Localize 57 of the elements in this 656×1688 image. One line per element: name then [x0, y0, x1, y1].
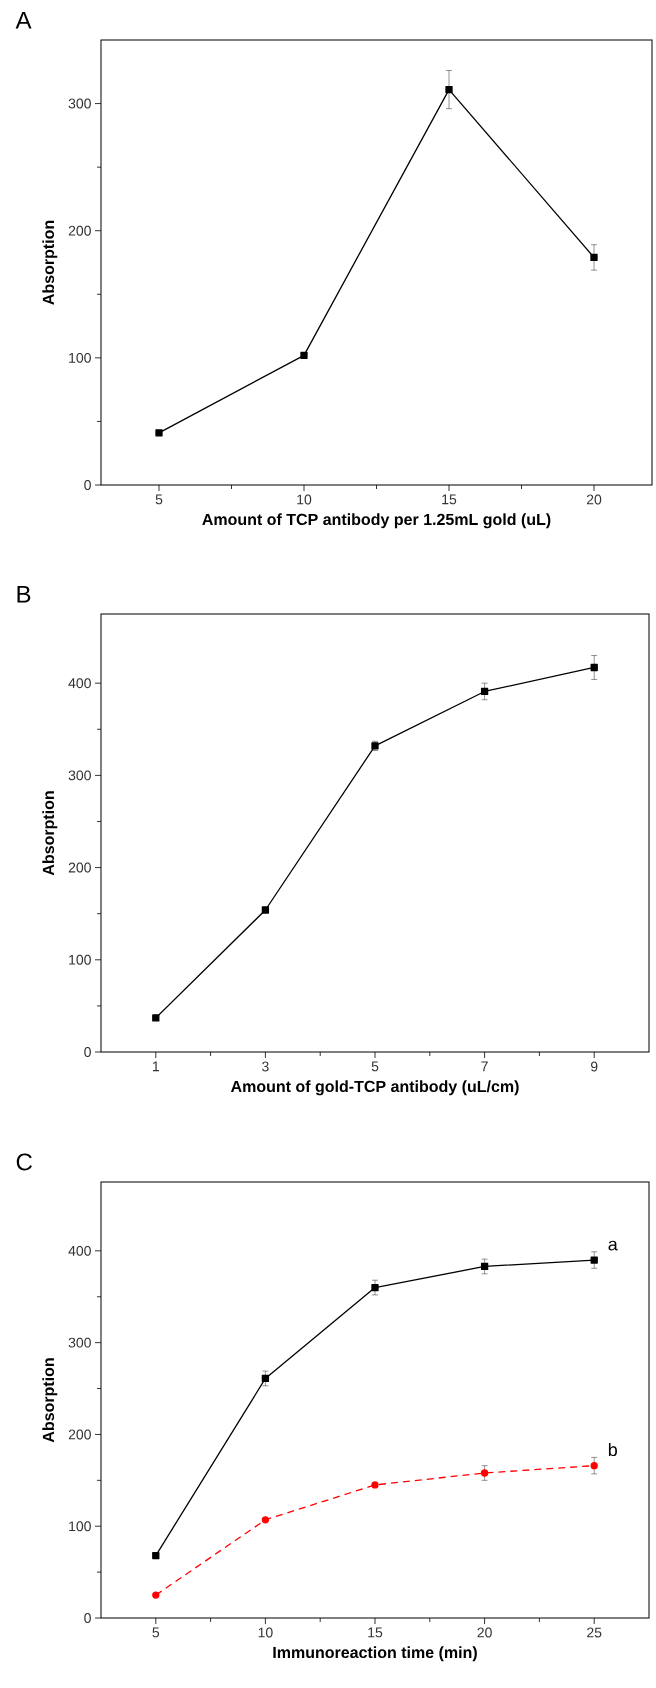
- point: [480, 687, 489, 696]
- y-tick-label: 0: [84, 1047, 91, 1057]
- y-tick-label: 0: [84, 480, 91, 490]
- y-tick-label: 300: [68, 770, 91, 781]
- y-axis-title: Absorption: [42, 1358, 58, 1443]
- chart-title: A: [15, 11, 32, 29]
- x-tick-label: 25: [587, 1627, 602, 1638]
- point: [261, 1374, 270, 1383]
- point: [371, 1481, 379, 1489]
- series-label: b: [608, 1442, 617, 1457]
- y-tick-label: 400: [68, 678, 91, 689]
- x-tick-label: 20: [477, 1627, 492, 1638]
- point: [261, 1516, 270, 1524]
- x-tick-label: 7: [481, 1061, 488, 1072]
- point: [445, 85, 453, 94]
- point: [590, 1256, 598, 1264]
- y-tick-label: 200: [68, 1429, 91, 1440]
- x-tick-label: 3: [262, 1061, 269, 1072]
- chart-title: B: [17, 585, 31, 603]
- x-axis-title: Amount of TCP antibody per 1.25mL gold (uL): [202, 513, 551, 529]
- x-tick-label: 5: [371, 1061, 379, 1072]
- x-axis-title: Immunoreaction time (min): [273, 1646, 477, 1662]
- point: [590, 1462, 598, 1470]
- point: [152, 1014, 160, 1022]
- y-tick-label: 300: [68, 98, 91, 109]
- y-tick-label: 400: [68, 1245, 91, 1256]
- y-tick-label: 300: [68, 1337, 91, 1348]
- point: [300, 351, 308, 359]
- y-tick-label: 200: [68, 225, 91, 236]
- point: [152, 1551, 160, 1560]
- point: [152, 1591, 160, 1599]
- x-tick-label: 10: [297, 494, 312, 505]
- point: [261, 906, 270, 914]
- x-tick-label: 5: [155, 494, 163, 505]
- series-label: a: [608, 1240, 618, 1251]
- y-axis-title: Absorption: [42, 220, 58, 305]
- point: [480, 1262, 489, 1271]
- x-axis-title: Amount of gold-TCP antibody (uL/cm): [230, 1080, 519, 1096]
- point: [590, 663, 598, 672]
- x-tick-label: 15: [368, 1627, 383, 1638]
- point: [480, 1469, 489, 1477]
- x-tick-label: 9: [590, 1061, 598, 1072]
- x-tick-label: 15: [442, 494, 457, 505]
- x-tick-label: 5: [152, 1627, 160, 1638]
- x-tick-label: 20: [586, 494, 602, 505]
- y-tick-label: 200: [68, 862, 91, 873]
- y-tick-label: 0: [84, 1613, 91, 1623]
- point: [371, 1283, 379, 1292]
- point: [590, 253, 598, 262]
- y-axis-title: Absorption: [42, 791, 58, 876]
- chart-title: C: [16, 1153, 32, 1171]
- x-tick-label: 10: [258, 1627, 273, 1638]
- y-tick-label: 100: [69, 954, 91, 965]
- x-tick-label: 1: [152, 1061, 160, 1072]
- point: [155, 429, 163, 437]
- y-tick-label: 100: [69, 1521, 91, 1532]
- y-tick-label: 100: [69, 352, 91, 363]
